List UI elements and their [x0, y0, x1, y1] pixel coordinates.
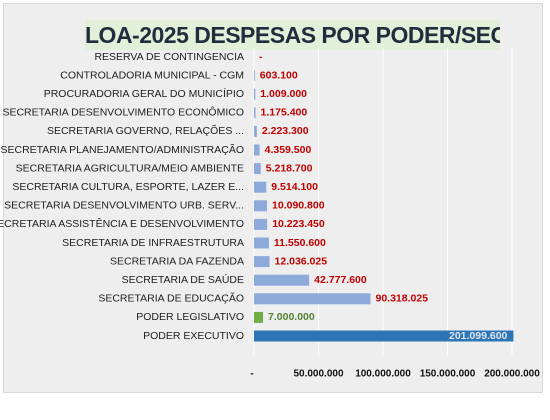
category-label: PODER EXECUTIVO: [143, 330, 244, 342]
data-label: 42.777.600: [314, 274, 367, 286]
category-label: SECRETARIA DE INFRAESTRUTURA: [62, 237, 244, 249]
x-tick-label: 50.000.000: [293, 369, 343, 380]
category-label: SECRETARIA DA FAZENDA: [110, 255, 244, 267]
category-label: SECRETARIA ASSISTÊNCIA E DESENVOLVIMENTO: [0, 217, 244, 230]
bar: [254, 70, 255, 82]
category-label: CONTROLADORIA MUNICIPAL - CGM: [60, 69, 244, 81]
category-label: SECRETARIA PLANEJAMENTO/ADMINISTRAÇÃO: [1, 143, 245, 156]
bar: [254, 330, 514, 342]
category-label: PODER LEGISLATIVO: [136, 311, 244, 323]
data-label: 12.036.025: [275, 255, 328, 267]
category-label: SECRETARIA DESENVOLVIMENTO ECONÔMICO: [2, 106, 244, 119]
category-label: RESERVA DE CONTINGENCIA: [94, 51, 244, 63]
data-label: 7.000.000: [268, 311, 315, 323]
bar: [254, 88, 256, 100]
chart-title: LOA-2025 DESPESAS POR PODER/SECRETARIA: [85, 20, 500, 50]
data-label: 10.090.800: [272, 200, 325, 212]
data-label: 1.175.400: [261, 107, 308, 119]
data-label: 90.318.025: [376, 293, 429, 305]
data-label: 9.514.100: [271, 181, 318, 193]
category-label: SECRETARIA CULTURA, ESPORTE, LAZER E...: [12, 181, 244, 193]
bar: [254, 218, 268, 230]
data-label: 603.100: [260, 69, 298, 81]
bar: [254, 256, 270, 268]
x-tick-label: 200.000.000: [484, 369, 540, 380]
bar: [254, 293, 371, 305]
x-tick-label: 100.000.000: [355, 369, 411, 380]
bar: [254, 311, 264, 323]
bar: [254, 144, 260, 156]
bar: [254, 200, 268, 212]
category-label: SECRETARIA AGRICULTURA/MEIO AMBIENTE: [16, 162, 244, 174]
x-tick-label: 150.000.000: [420, 369, 476, 380]
category-label: SECRETARIA DE EDUCAÇÃO: [98, 292, 244, 305]
chart-frame: [3, 3, 543, 393]
data-label: 10.223.450: [272, 218, 325, 230]
data-label: 1.009.000: [260, 88, 307, 100]
bar: [254, 163, 261, 175]
data-label: 201.099.600: [449, 330, 508, 342]
data-label: -: [259, 51, 263, 63]
footer-note: [180, 394, 380, 404]
bar: [254, 181, 267, 193]
data-label: 2.223.300: [262, 125, 309, 137]
data-label: 4.359.500: [265, 144, 312, 156]
category-label: SECRETARIA DESENVOLVIMENTO URB. SERV...: [4, 200, 244, 212]
data-label: 5.218.700: [266, 162, 313, 174]
bar: [254, 237, 269, 249]
bar: [254, 125, 257, 137]
bar: [254, 274, 310, 286]
bar: [254, 107, 256, 119]
category-label: PROCURADORIA GERAL DO MUNICÍPIO: [44, 87, 244, 100]
x-tick-label: -: [250, 369, 253, 380]
category-label: SECRETARIA GOVERNO, RELAÇÕES ...: [47, 124, 244, 137]
data-label: 11.550.600: [274, 237, 326, 249]
category-label: SECRETARIA DE SAÚDE: [122, 273, 244, 286]
